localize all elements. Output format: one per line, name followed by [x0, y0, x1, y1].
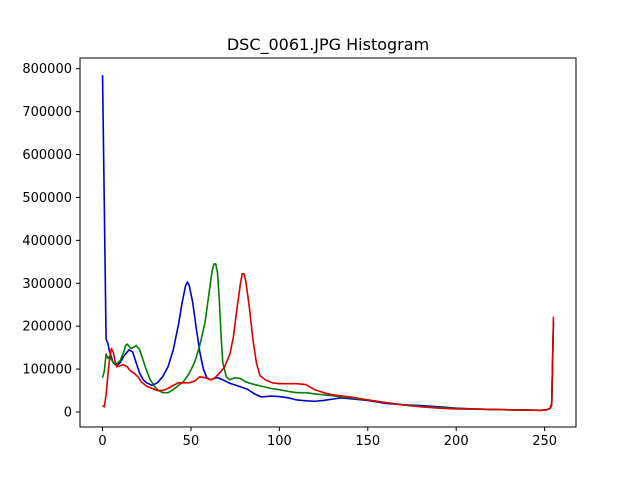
y-tick-label: 500000 — [22, 191, 72, 206]
x-tick-label: 200 — [444, 434, 469, 449]
plot-background — [80, 58, 576, 427]
y-tick-label: 200000 — [22, 320, 72, 335]
series-line-0 — [101, 75, 555, 412]
x-axis: 0 50 100 150 200 250 — [98, 427, 557, 449]
y-tick-label: 700000 — [22, 105, 72, 120]
y-tick-label: 100000 — [22, 363, 72, 378]
x-tick-label: 250 — [532, 434, 557, 449]
chart-title: DSC_0061.JPG Histogram — [227, 35, 429, 55]
series-line-2 — [102, 273, 555, 412]
x-tick-label: 0 — [98, 434, 106, 449]
plot-area — [79, 57, 577, 428]
y-tick-label: 300000 — [22, 277, 72, 292]
x-tick-label: 150 — [355, 434, 380, 449]
y-tick-label: 800000 — [22, 62, 72, 77]
plot-frame — [79, 57, 577, 428]
y-tick-label: 600000 — [22, 148, 72, 163]
y-tick-label: 400000 — [22, 234, 72, 249]
x-tick-label: 50 — [183, 434, 200, 449]
y-tick-label: 0 — [64, 405, 72, 420]
series-lines — [101, 75, 555, 412]
x-tick-label: 100 — [267, 434, 292, 449]
y-axis: 0 100000 200000 300000 400000 500000 600000 700… — [22, 62, 80, 420]
